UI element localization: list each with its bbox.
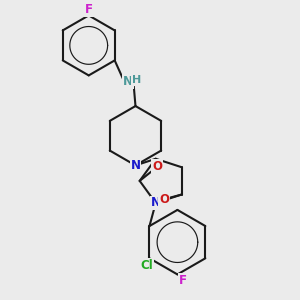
Text: O: O <box>159 193 169 206</box>
Text: O: O <box>152 160 162 173</box>
Text: F: F <box>85 3 93 16</box>
Text: N: N <box>123 75 133 88</box>
Text: Cl: Cl <box>140 259 153 272</box>
Text: F: F <box>179 274 187 287</box>
Text: N: N <box>130 159 140 172</box>
Text: N: N <box>151 196 161 209</box>
Text: H: H <box>132 75 141 85</box>
